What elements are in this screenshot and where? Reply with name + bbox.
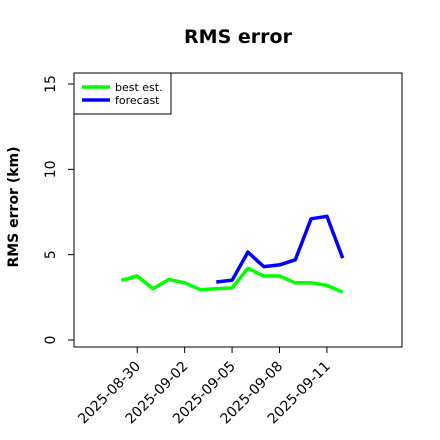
y-axis-label: RMS error (km)	[6, 146, 22, 267]
y-tick-label: 5	[43, 250, 59, 259]
y-tick-label: 15	[43, 75, 59, 93]
series-line-best-est	[120, 266, 344, 294]
y-tick-label: 10	[43, 160, 59, 178]
series-layer	[120, 214, 345, 294]
series-line-forecast	[216, 214, 345, 284]
legend-label-best-est: best est.	[115, 81, 163, 94]
y-axis-ticks: 0 5 10 15	[43, 75, 74, 344]
y-tick-label: 0	[43, 336, 59, 345]
plot-frame	[73, 72, 403, 348]
x-axis-ticks: 2025-08-302025-09-022025-09-052025-09-08…	[75, 347, 334, 427]
legend: best est. forecast	[73, 72, 172, 115]
legend-label-forecast: forecast	[115, 94, 160, 107]
chart-title: RMS error	[184, 26, 293, 48]
legend-box	[73, 72, 172, 115]
